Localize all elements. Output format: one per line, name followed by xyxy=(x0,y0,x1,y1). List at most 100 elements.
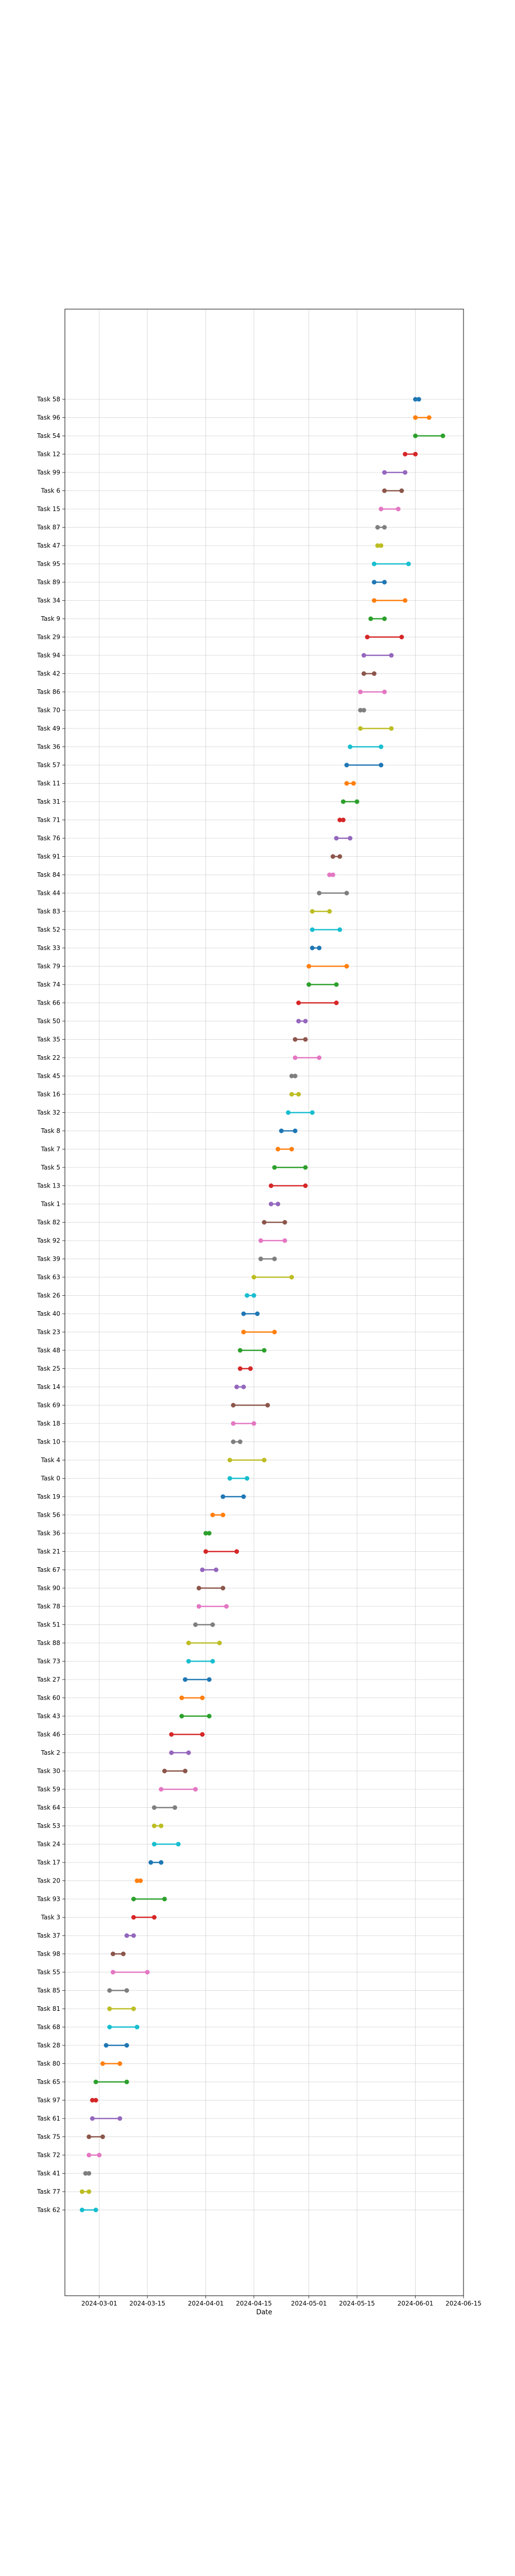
task-start-point xyxy=(203,1531,209,1536)
task-start-point xyxy=(251,1275,256,1280)
task-end-point xyxy=(303,1183,308,1188)
task-end-point xyxy=(440,433,445,438)
task-end-point xyxy=(396,506,401,512)
task-end-point xyxy=(379,744,384,749)
task-end-point xyxy=(379,762,384,768)
task-start-point xyxy=(358,726,363,731)
task-end-point xyxy=(193,1787,198,1792)
grid-lines xyxy=(65,309,464,2296)
task-end-point xyxy=(348,836,353,841)
task-start-point xyxy=(234,1384,239,1389)
y-tick-label: Task 69 xyxy=(37,1402,60,1409)
y-tick-label: Task 66 xyxy=(37,999,60,1007)
task-start-point xyxy=(169,1750,174,1755)
x-axis-label: Date xyxy=(256,2309,272,2316)
task-end-point xyxy=(272,1330,277,1334)
task-start-point xyxy=(413,433,418,438)
y-tick-label: Task 4 xyxy=(41,1456,60,1464)
task-start-point xyxy=(358,689,363,694)
task-end-point xyxy=(145,1970,150,1975)
task-start-point xyxy=(276,1147,281,1151)
y-tick-label: Task 97 xyxy=(37,2097,60,2104)
task-end-point xyxy=(334,982,339,987)
task-end-point xyxy=(210,1622,215,1627)
task-start-point xyxy=(203,1549,209,1554)
task-start-point xyxy=(268,1183,273,1188)
task-start-point xyxy=(372,598,377,603)
task-end-point xyxy=(248,1366,253,1371)
task-end-point xyxy=(131,1933,136,1938)
task-start-point xyxy=(79,2208,84,2212)
task-end-point xyxy=(186,1750,191,1755)
task-start-point xyxy=(210,1513,215,1517)
y-tick-label: Task 19 xyxy=(37,1493,60,1500)
y-tick-label: Task 10 xyxy=(37,1438,60,1446)
y-tick-label: Task 70 xyxy=(37,707,60,714)
task-start-point xyxy=(379,506,384,512)
y-tick-label: Task 57 xyxy=(37,761,60,769)
task-start-point xyxy=(306,964,312,969)
task-end-point xyxy=(200,1732,205,1737)
y-tick-label: Task 86 xyxy=(37,688,60,696)
task-start-point xyxy=(220,1494,226,1499)
y-tick-label: Task 1 xyxy=(41,1200,60,1208)
y-tick-label: Task 23 xyxy=(37,1329,60,1336)
task-end-point xyxy=(138,1878,143,1883)
task-end-point xyxy=(121,1952,126,1956)
y-tick-label: Task 48 xyxy=(37,1347,60,1354)
y-tick-label: Task 90 xyxy=(37,1585,60,1592)
task-end-point xyxy=(351,781,356,786)
y-tick-label: Task 94 xyxy=(37,652,60,659)
task-start-point xyxy=(134,1878,140,1883)
y-tick-label: Task 76 xyxy=(37,835,60,842)
task-start-point xyxy=(413,415,418,420)
task-start-point xyxy=(286,1110,291,1115)
y-tick-label: Task 31 xyxy=(37,798,60,805)
task-end-point xyxy=(403,470,408,475)
y-tick-label: Task 34 xyxy=(37,597,60,604)
task-start-point xyxy=(334,836,339,841)
y-tick-label: Task 72 xyxy=(37,2151,60,2159)
task-end-point xyxy=(207,1531,212,1536)
task-end-point xyxy=(372,671,377,676)
task-end-point xyxy=(124,2079,129,2084)
y-tick-label: Task 16 xyxy=(37,1091,60,1098)
y-tick-label: Task 83 xyxy=(37,908,60,915)
y-tick-label: Task 68 xyxy=(37,2024,60,2031)
task-start-point xyxy=(90,2116,95,2121)
task-end-point xyxy=(344,891,349,895)
task-end-point xyxy=(399,635,404,639)
y-tick-label: Task 87 xyxy=(37,524,60,531)
task-start-point xyxy=(310,945,315,951)
task-start-point xyxy=(365,635,370,639)
task-start-point xyxy=(372,562,377,566)
task-start-point xyxy=(104,2043,109,2048)
task-start-point xyxy=(200,1567,205,1572)
task-start-point xyxy=(196,1586,201,1590)
x-tick-label: 2024-03-01 xyxy=(81,2300,117,2307)
task-end-point xyxy=(124,1988,129,1993)
task-start-point xyxy=(231,1421,236,1426)
y-tick-label: Task 36 xyxy=(37,743,60,751)
y-axis: Task 58 Task 96 Task 54 Task 12 Task 99 Task … xyxy=(37,396,65,2214)
task-end-point xyxy=(207,1714,212,1719)
task-start-point xyxy=(151,1823,157,1828)
y-tick-label: Task 49 xyxy=(37,725,60,732)
y-tick-label: Task 85 xyxy=(37,1987,60,1994)
y-tick-label: Task 51 xyxy=(37,1621,60,1629)
task-end-point xyxy=(117,2061,123,2066)
y-tick-label: Task 5 xyxy=(41,1164,60,1171)
task-start-point xyxy=(231,1439,236,1444)
task-start-point xyxy=(241,1330,246,1334)
task-start-point xyxy=(186,1640,191,1646)
y-tick-label: Task 20 xyxy=(37,1877,60,1885)
y-tick-label: Task 81 xyxy=(37,2005,60,2012)
y-tick-label: Task 64 xyxy=(37,1804,60,1811)
y-tick-label: Task 36 xyxy=(37,1530,60,1537)
task-start-point xyxy=(375,525,380,530)
x-tick-label: 2024-06-01 xyxy=(398,2300,434,2307)
y-tick-label: Task 22 xyxy=(37,1054,60,1061)
task-start-point xyxy=(237,1366,243,1371)
task-end-point xyxy=(379,543,384,548)
y-tick-label: Task 62 xyxy=(37,2207,60,2214)
